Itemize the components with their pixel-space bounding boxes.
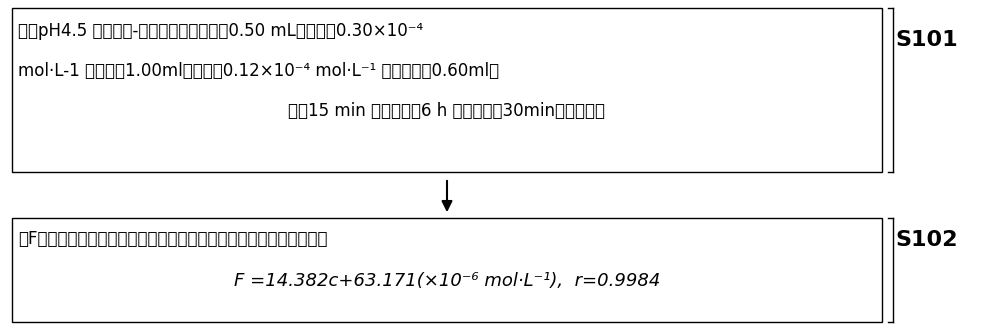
Text: S101: S101 [895,30,958,50]
Text: 以F为纵坐标，镎浓度为横坐标绘制标准曲线，标准曲线的回归方程为: 以F为纵坐标，镎浓度为横坐标绘制标准曲线，标准曲线的回归方程为 [18,230,328,248]
Text: mol·L-1 邻二氮菲1.00ml；浓度为0.12×10⁻⁴ mol·L⁻¹ 胭脂红溶涵0.60ml；: mol·L-1 邻二氮菲1.00ml；浓度为0.12×10⁻⁴ mol·L⁻¹ … [18,62,499,80]
Bar [12,8,882,172]
Text: F =14.382c+63.171(×10⁻⁶ mol·L⁻¹),  r=0.9984: F =14.382c+63.171(×10⁻⁶ mol·L⁻¹), r=0.99… [234,272,660,290]
Text: 反应15 min 进行，稳到6 h 以上，反应30min后进行测定: 反应15 min 进行，稳到6 h 以上，反应30min后进行测定 [288,102,606,120]
Bar [12,218,882,322]
Text: 加入pH4.5 的柠檬酸-磷酸氢二钓缓冲溶涵0.50 mL，浓度为0.30×10⁻⁴: 加入pH4.5 的柠檬酸-磷酸氢二钓缓冲溶涵0.50 mL，浓度为0.30×10… [18,22,423,40]
Text: S102: S102 [895,230,958,250]
